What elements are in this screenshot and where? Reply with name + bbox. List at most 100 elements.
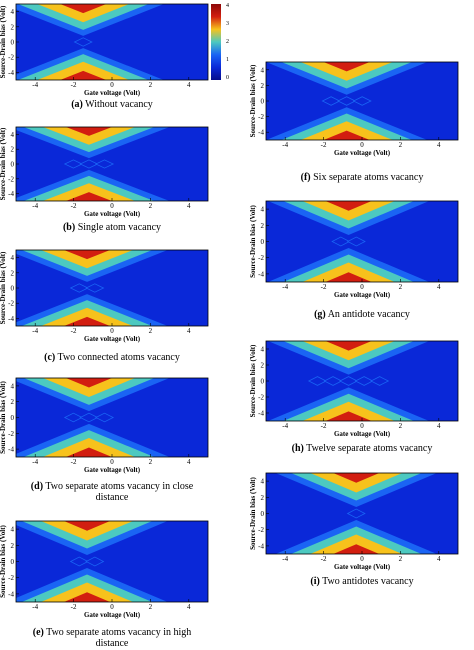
y-tick-label: -4 (258, 270, 264, 278)
x-tick-label: -4 (282, 141, 288, 149)
x-tick-label: 4 (187, 81, 191, 89)
y-tick-label: 4 (11, 526, 15, 534)
x-tick-label: -2 (71, 202, 77, 210)
coulomb-diamond (85, 283, 105, 293)
colorbar-tick: 3 (226, 21, 229, 27)
y-tick-label: -2 (258, 394, 264, 402)
y-tick-label: -4 (8, 446, 14, 454)
chart-panel-e: -4 -2 0 2 4 Gate voltage (Volt) 4 2 0 -2 -4 Source-… (0, 520, 209, 624)
y-tick-label: 0 (261, 98, 265, 106)
x-tick-label: 4 (437, 141, 441, 149)
x-tick-label: 0 (360, 422, 364, 430)
panel-caption-text: Two separate atoms vacancy in high (43, 627, 192, 638)
x-tick-label: 4 (187, 458, 191, 466)
conductance-band-bottom-4 (65, 447, 112, 457)
coulomb-diamond (346, 236, 366, 247)
panel-caption-text-line2: distance (95, 638, 129, 649)
y-tick-label: 0 (261, 238, 265, 246)
x-tick-label: 4 (187, 202, 191, 210)
conductance-band-bottom-4 (64, 316, 111, 326)
x-tick-label: -4 (282, 555, 288, 563)
y-tick-label: 2 (11, 23, 15, 31)
x-tick-label: 2 (399, 141, 403, 149)
chart-panel-c: -4 -2 0 2 4 Gate voltage (Volt) 4 2 0 -2 -4 Source-… (0, 249, 209, 348)
x-tick-label: 2 (399, 283, 403, 291)
x-tick-label: 2 (149, 458, 153, 466)
panel-label: (h) (291, 443, 304, 454)
chart-panel-h: -4 -2 0 2 4 Gate voltage (Volt) 4 2 0 -2 -4 Source-… (249, 340, 459, 443)
x-axis-label: Gate voltage (Volt) (84, 210, 141, 218)
x-tick-label: 4 (187, 603, 191, 611)
x-axis-label: Gate voltage (Volt) (84, 611, 141, 619)
conductance-band-top-4 (333, 473, 380, 483)
x-tick-label: 0 (360, 555, 364, 563)
y-tick-label: -2 (8, 54, 14, 62)
conductance-band-top-4 (65, 127, 112, 136)
panel-caption-text: Single atom vacancy (75, 222, 162, 233)
conductance-band-bottom-4 (65, 192, 112, 201)
x-tick-label: 0 (110, 603, 114, 611)
panel-caption-text: Two connected atoms vacancy (55, 352, 180, 363)
conductance-band-bottom-4 (323, 130, 370, 140)
y-tick-label: -2 (258, 113, 264, 121)
x-tick-label: 2 (149, 603, 153, 611)
x-tick-label: 2 (399, 422, 403, 430)
conductance-band-top-4 (325, 341, 372, 351)
y-axis-label: Source-Drain bias (Volt) (0, 5, 7, 78)
conductance-band-top-3 (302, 201, 395, 221)
y-tick-label: 0 (11, 558, 15, 566)
y-tick-label: -4 (8, 69, 14, 77)
x-tick-label: -2 (321, 141, 327, 149)
y-tick-label: 4 (261, 346, 265, 354)
panel-caption: (a) Without vacancy (10, 99, 214, 110)
panel-label: (b) (62, 222, 76, 233)
panel-label: (d) (30, 481, 44, 492)
colorbar-tick: 2 (226, 39, 229, 45)
panel-caption-text: Twelve separate atoms vacancy (303, 443, 433, 454)
y-axis-label: Source-Drain bias (Volt) (0, 524, 7, 597)
y-tick-label: 2 (261, 494, 265, 502)
panel-caption: (c) Two connected atoms vacancy (10, 352, 214, 363)
x-tick-label: 4 (437, 283, 441, 291)
y-tick-label: -4 (8, 590, 14, 598)
panel-caption: (h) Twelve separate atoms vacancy (260, 443, 464, 454)
y-tick-label: -4 (8, 190, 14, 198)
coulomb-diamond (94, 159, 115, 169)
conductance-band-top-4 (325, 201, 372, 211)
conductance-band-top-4 (60, 4, 107, 14)
x-tick-label: 4 (437, 555, 441, 563)
panel-caption: (i) Two antidotes vacancy (260, 576, 464, 587)
x-tick-label: -4 (282, 422, 288, 430)
y-tick-label: -2 (8, 430, 14, 438)
x-tick-label: 2 (399, 555, 403, 563)
y-tick-label: 0 (11, 285, 15, 293)
conductance-band-top-3 (300, 62, 393, 81)
x-tick-label: 0 (360, 141, 364, 149)
y-tick-label: -2 (258, 526, 264, 534)
y-tick-label: 2 (261, 222, 265, 230)
panel-caption-text: Six separate atoms vacancy (310, 172, 424, 183)
y-axis-label: Source-Drain bias (Volt) (249, 476, 257, 549)
coulomb-diamond (352, 96, 372, 106)
x-tick-label: -4 (32, 603, 38, 611)
x-tick-label: -4 (32, 81, 38, 89)
panel-label: (i) (310, 576, 320, 587)
x-tick-label: -2 (71, 603, 77, 611)
x-axis-label: Gate voltage (Volt) (334, 563, 391, 571)
conductance-band-bottom-4 (60, 70, 107, 80)
conductance-band-top-3 (310, 473, 403, 493)
conductance-band-top-4 (323, 62, 370, 72)
y-tick-label: 4 (11, 382, 15, 390)
panel-caption-text-line2: distance (95, 492, 129, 503)
colorbar (211, 4, 221, 80)
y-tick-label: 2 (11, 146, 15, 154)
x-tick-label: -4 (32, 458, 38, 466)
y-axis-label: Source-Drain bias (Volt) (249, 204, 257, 277)
chart-panel-i: -4 -2 0 2 4 Gate voltage (Volt) 4 2 0 -2 -4 Source-… (249, 472, 459, 576)
y-tick-label: 4 (11, 131, 15, 139)
x-tick-label: -2 (321, 555, 327, 563)
